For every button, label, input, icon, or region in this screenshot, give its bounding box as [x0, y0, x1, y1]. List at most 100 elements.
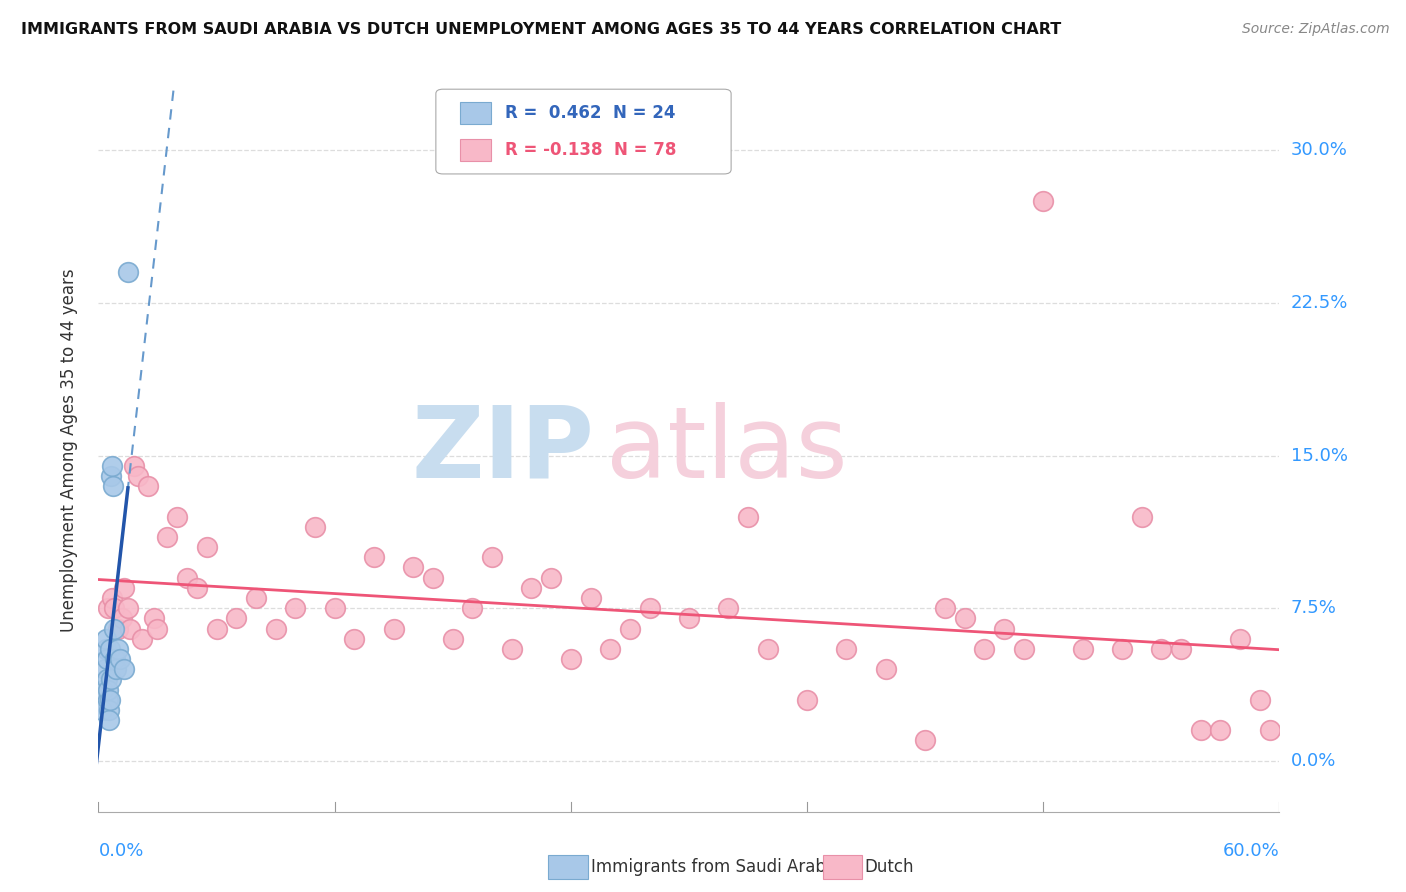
Point — [96, 673, 118, 687]
Point — [1189, 723, 1212, 738]
Point — [402, 560, 425, 574]
Point — [461, 601, 484, 615]
Point — [441, 632, 464, 646]
Point — [993, 622, 1015, 636]
Point — [104, 652, 127, 666]
Text: 0.0%: 0.0% — [98, 842, 143, 860]
Point — [343, 632, 366, 646]
Point — [678, 611, 700, 625]
Text: 7.5%: 7.5% — [1291, 599, 1337, 617]
Point — [796, 693, 818, 707]
Text: 60.0%: 60.0% — [1223, 842, 1279, 860]
Point — [96, 652, 118, 666]
Point — [94, 641, 117, 656]
Point — [100, 673, 122, 687]
Point — [382, 622, 405, 636]
Point — [835, 641, 858, 656]
Point — [118, 622, 141, 636]
Text: 0.0%: 0.0% — [1291, 752, 1336, 770]
Point — [98, 713, 121, 727]
Point — [103, 479, 125, 493]
Point — [195, 540, 218, 554]
Point — [97, 693, 120, 707]
Point — [112, 662, 135, 676]
Point — [98, 693, 121, 707]
Point — [103, 601, 125, 615]
Point — [225, 611, 247, 625]
Point — [156, 530, 179, 544]
Text: 15.0%: 15.0% — [1291, 447, 1347, 465]
Point — [245, 591, 267, 605]
Point — [117, 265, 139, 279]
Point — [112, 581, 135, 595]
Point — [107, 622, 129, 636]
Point — [619, 622, 641, 636]
Point — [756, 641, 779, 656]
Point — [363, 550, 385, 565]
Point — [1229, 632, 1251, 646]
Point — [122, 458, 145, 473]
Point — [284, 601, 307, 615]
Point — [953, 611, 976, 625]
Point — [599, 641, 621, 656]
Point — [717, 601, 740, 615]
Point — [94, 662, 117, 676]
Point — [176, 571, 198, 585]
Point — [105, 662, 128, 676]
Point — [638, 601, 661, 615]
Point — [101, 458, 124, 473]
Point — [1032, 194, 1054, 208]
Point — [107, 641, 129, 656]
Point — [91, 703, 114, 717]
Text: 30.0%: 30.0% — [1291, 141, 1347, 160]
Point — [422, 571, 444, 585]
Point — [481, 550, 503, 565]
Text: R =  0.462  N = 24: R = 0.462 N = 24 — [505, 104, 675, 122]
Text: Source: ZipAtlas.com: Source: ZipAtlas.com — [1241, 22, 1389, 37]
Text: Dutch: Dutch — [865, 858, 914, 876]
Text: IMMIGRANTS FROM SAUDI ARABIA VS DUTCH UNEMPLOYMENT AMONG AGES 35 TO 44 YEARS COR: IMMIGRANTS FROM SAUDI ARABIA VS DUTCH UN… — [21, 22, 1062, 37]
Text: atlas: atlas — [606, 402, 848, 499]
Point — [501, 641, 523, 656]
Point — [1249, 693, 1271, 707]
Point — [117, 601, 139, 615]
Point — [142, 611, 165, 625]
Point — [1209, 723, 1232, 738]
Point — [100, 469, 122, 483]
Point — [934, 601, 956, 615]
Point — [97, 703, 120, 717]
Point — [1130, 509, 1153, 524]
Point — [205, 622, 228, 636]
Point — [136, 479, 159, 493]
Point — [97, 601, 120, 615]
Point — [323, 601, 346, 615]
Point — [98, 641, 121, 656]
Point — [264, 622, 287, 636]
Point — [540, 571, 562, 585]
Text: R = -0.138  N = 78: R = -0.138 N = 78 — [505, 141, 676, 159]
Point — [304, 520, 326, 534]
Text: 22.5%: 22.5% — [1291, 293, 1348, 312]
Point — [560, 652, 582, 666]
Point — [1170, 641, 1192, 656]
Point — [97, 682, 120, 697]
Point — [93, 682, 115, 697]
Point — [914, 733, 936, 747]
Point — [973, 641, 995, 656]
Point — [1111, 641, 1133, 656]
Point — [131, 632, 153, 646]
Point — [1150, 641, 1173, 656]
Point — [875, 662, 897, 676]
Point — [108, 652, 131, 666]
Point — [101, 591, 124, 605]
Point — [186, 581, 208, 595]
Y-axis label: Unemployment Among Ages 35 to 44 years: Unemployment Among Ages 35 to 44 years — [59, 268, 77, 632]
Point — [103, 622, 125, 636]
Text: ZIP: ZIP — [412, 402, 595, 499]
Point — [166, 509, 188, 524]
Point — [96, 632, 118, 646]
Point — [111, 611, 134, 625]
Point — [127, 469, 149, 483]
Point — [146, 622, 169, 636]
Point — [1071, 641, 1094, 656]
